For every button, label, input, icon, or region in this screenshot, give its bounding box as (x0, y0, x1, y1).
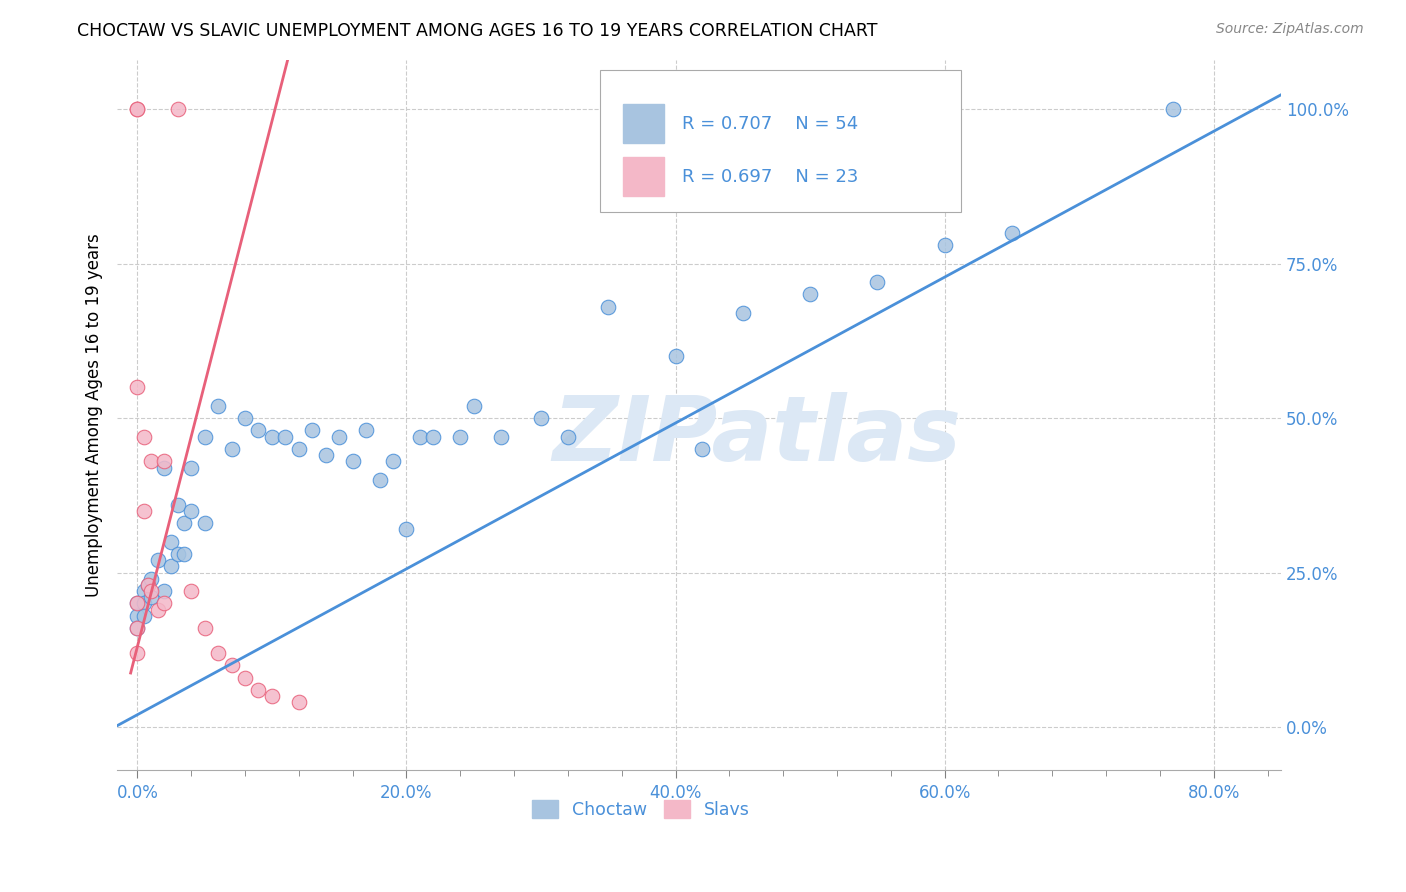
Point (127, 621, 149, 635)
Point (194, 621, 217, 635)
Point (153, 584, 176, 599)
Point (127, 380, 149, 394)
Point (132, 597, 155, 611)
Point (233, 411, 256, 425)
Point (180, 460, 202, 475)
Point (382, 454, 405, 468)
Point (153, 454, 176, 468)
Point (368, 473, 391, 487)
Text: R = 0.707    N = 54: R = 0.707 N = 54 (682, 114, 858, 133)
Point (395, 522, 418, 536)
Point (664, 349, 686, 363)
Point (194, 516, 217, 530)
Point (127, 597, 149, 611)
Point (127, 646, 149, 660)
Point (260, 429, 283, 443)
Point (221, 658, 243, 673)
Point (136, 578, 159, 592)
Point (274, 429, 297, 443)
Point (132, 429, 155, 443)
Point (301, 424, 323, 438)
Point (247, 424, 270, 438)
Point (139, 591, 162, 605)
Point (328, 429, 350, 443)
Point (247, 683, 270, 698)
Point (342, 454, 364, 468)
Point (166, 102, 188, 116)
Point (132, 504, 155, 518)
Bar (623, 157, 664, 196)
Point (1001, 226, 1024, 240)
FancyBboxPatch shape (600, 70, 960, 212)
Point (422, 429, 444, 443)
Point (132, 608, 155, 623)
Point (139, 454, 162, 468)
Point (173, 516, 195, 530)
Bar (623, 104, 664, 143)
Point (288, 442, 311, 456)
Point (132, 584, 155, 599)
Point (173, 547, 195, 561)
Point (194, 429, 217, 443)
Point (354, 424, 377, 438)
Point (153, 460, 176, 475)
Point (1163, 102, 1185, 116)
Point (799, 287, 821, 301)
Point (127, 102, 149, 116)
Point (127, 608, 149, 623)
Point (463, 399, 485, 413)
Point (160, 534, 183, 549)
Text: Source: ZipAtlas.com: Source: ZipAtlas.com (1216, 22, 1364, 37)
Point (139, 584, 162, 599)
Point (731, 306, 754, 320)
Point (934, 238, 956, 252)
Point (136, 578, 159, 592)
Point (207, 399, 229, 413)
Point (127, 621, 149, 635)
Point (166, 498, 188, 512)
Point (127, 102, 149, 116)
Point (146, 553, 169, 567)
Point (146, 602, 169, 616)
Point (180, 584, 202, 599)
Point (315, 448, 337, 462)
Point (180, 504, 202, 518)
Point (233, 671, 256, 685)
Point (207, 646, 229, 660)
Point (127, 597, 149, 611)
Point (692, 442, 714, 456)
Point (598, 300, 620, 314)
Point (409, 429, 432, 443)
Text: CHOCTAW VS SLAVIC UNEMPLOYMENT AMONG AGES 16 TO 19 YEARS CORRELATION CHART: CHOCTAW VS SLAVIC UNEMPLOYMENT AMONG AGE… (77, 22, 877, 40)
Point (530, 411, 553, 425)
Text: ZIPatlas: ZIPatlas (553, 392, 962, 480)
Point (153, 597, 176, 611)
Legend: Choctaw, Slavs: Choctaw, Slavs (524, 793, 756, 826)
Text: R = 0.697    N = 23: R = 0.697 N = 23 (682, 168, 858, 186)
Point (489, 429, 512, 443)
Point (288, 695, 311, 709)
Point (166, 547, 188, 561)
Point (449, 429, 471, 443)
Point (139, 572, 162, 586)
Point (557, 429, 579, 443)
Point (260, 689, 283, 703)
Y-axis label: Unemployment Among Ages 16 to 19 years: Unemployment Among Ages 16 to 19 years (86, 233, 103, 597)
Point (221, 442, 243, 456)
Point (866, 275, 889, 289)
Point (160, 559, 183, 574)
